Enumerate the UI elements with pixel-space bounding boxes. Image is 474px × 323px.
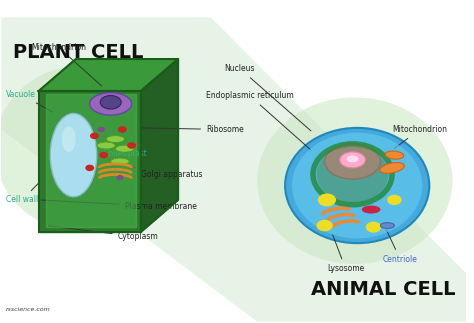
Ellipse shape <box>106 136 125 143</box>
Ellipse shape <box>115 145 134 152</box>
Ellipse shape <box>0 66 171 232</box>
Ellipse shape <box>381 223 394 228</box>
Circle shape <box>118 127 126 132</box>
Ellipse shape <box>325 144 381 179</box>
Polygon shape <box>38 91 141 232</box>
Text: Cytoplasm: Cytoplasm <box>48 226 158 241</box>
Ellipse shape <box>346 155 358 162</box>
Circle shape <box>117 176 123 180</box>
Ellipse shape <box>292 133 422 238</box>
Text: Plasma membrane: Plasma membrane <box>41 200 197 211</box>
Circle shape <box>91 133 98 139</box>
Text: PLANT CELL: PLANT CELL <box>13 43 144 62</box>
Circle shape <box>319 194 335 206</box>
Circle shape <box>128 143 136 148</box>
Text: Lysosome: Lysosome <box>327 234 364 273</box>
Ellipse shape <box>257 98 453 264</box>
Circle shape <box>86 165 93 171</box>
Ellipse shape <box>285 128 429 243</box>
Polygon shape <box>1 17 466 322</box>
Ellipse shape <box>340 152 365 168</box>
Text: Golgi apparatus: Golgi apparatus <box>123 165 202 179</box>
Text: Mitochondrion: Mitochondrion <box>392 125 447 149</box>
Polygon shape <box>38 59 178 91</box>
Text: Vacuole: Vacuole <box>6 90 53 112</box>
Ellipse shape <box>111 158 129 165</box>
Ellipse shape <box>362 205 381 214</box>
Text: Cell wall: Cell wall <box>6 183 39 204</box>
Polygon shape <box>46 94 136 227</box>
Circle shape <box>366 222 381 232</box>
Text: Nucleus: Nucleus <box>225 64 311 131</box>
Circle shape <box>100 152 108 158</box>
Ellipse shape <box>97 142 115 149</box>
Text: Mitochondrion: Mitochondrion <box>32 43 101 86</box>
Text: Ribosome: Ribosome <box>141 125 244 134</box>
Circle shape <box>99 128 104 131</box>
Ellipse shape <box>385 151 403 159</box>
Text: Centriole: Centriole <box>383 230 418 264</box>
Ellipse shape <box>317 146 389 202</box>
Ellipse shape <box>100 96 121 109</box>
Text: Chloroplast: Chloroplast <box>104 144 147 158</box>
Text: rsscience.com: rsscience.com <box>6 307 51 312</box>
Text: Endoplasmic reticulum: Endoplasmic reticulum <box>206 91 311 150</box>
Ellipse shape <box>90 93 132 115</box>
Circle shape <box>317 220 332 231</box>
Polygon shape <box>141 59 178 232</box>
Circle shape <box>388 195 401 204</box>
Ellipse shape <box>62 126 76 152</box>
Text: ANIMAL CELL: ANIMAL CELL <box>310 280 455 299</box>
Ellipse shape <box>50 113 97 197</box>
Ellipse shape <box>380 162 404 173</box>
